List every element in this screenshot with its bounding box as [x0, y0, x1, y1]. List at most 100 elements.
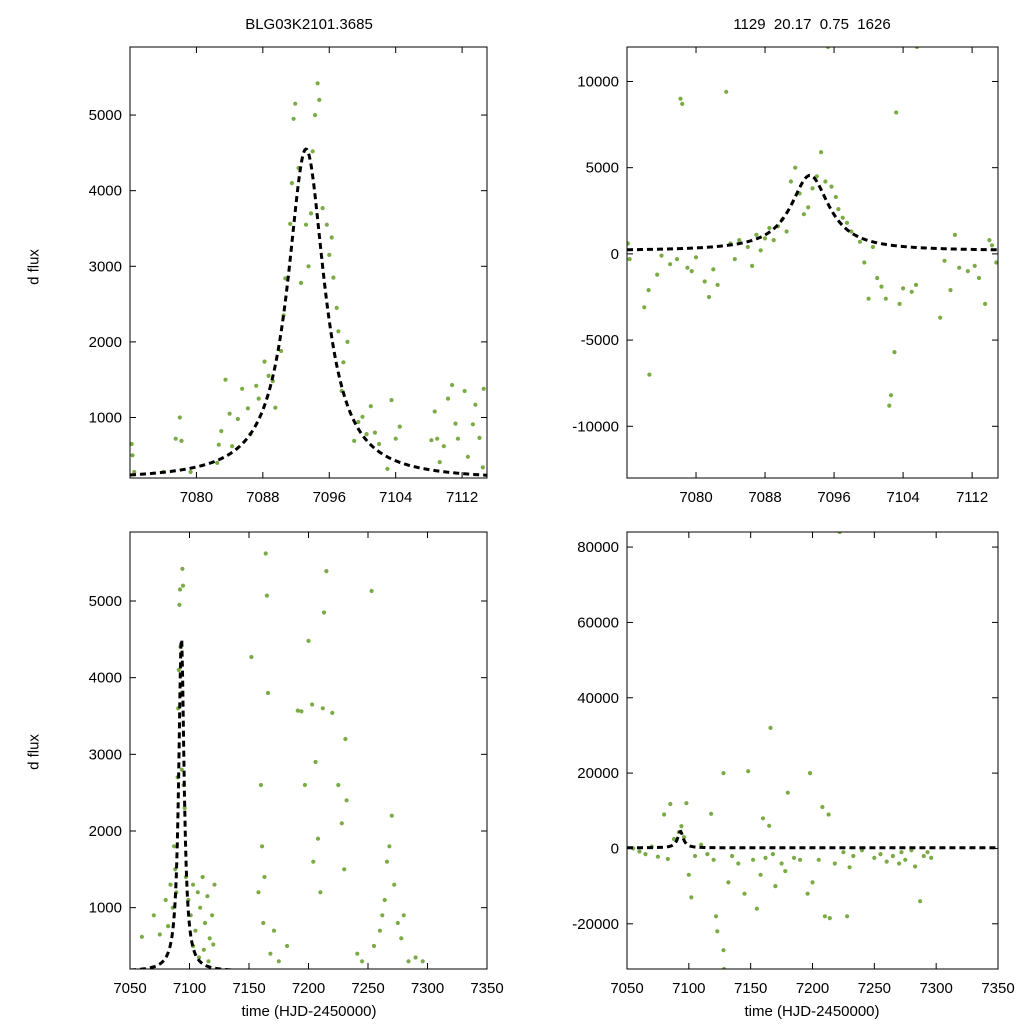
data-point: [793, 165, 798, 170]
x-tick-label: 7096: [313, 489, 346, 506]
data-point: [481, 386, 486, 391]
x-tick-label: 7050: [610, 980, 643, 997]
data-point: [360, 414, 365, 419]
data-point: [313, 113, 318, 118]
panel-top-left: 1000 2000 3000 4000 5000 7080 7088 7096 7104 7112: [89, 46, 488, 506]
data-point: [888, 393, 894, 398]
data-point: [711, 267, 716, 272]
data-point: [235, 416, 240, 422]
x-tick-label: 7050: [113, 980, 146, 997]
data-point: [779, 861, 784, 866]
data-point: [671, 836, 677, 842]
data-point: [773, 884, 778, 889]
data-point: [762, 236, 768, 241]
data-point: [276, 959, 281, 964]
data-point: [767, 823, 772, 828]
data-point: [313, 759, 318, 765]
left-title: BLG03K2101.3685: [245, 16, 373, 33]
data-point: [684, 801, 689, 806]
data-point: [929, 855, 934, 861]
data-point: [176, 667, 181, 673]
data-point: [758, 872, 763, 877]
data-point: [453, 421, 458, 426]
data-point: [627, 257, 632, 262]
y-tick-label: 80000: [577, 539, 619, 556]
data-point: [212, 882, 217, 887]
data-point: [336, 782, 341, 788]
data-point: [397, 424, 402, 429]
data-point: [768, 725, 773, 731]
data-point: [339, 821, 344, 826]
data-point: [857, 239, 863, 244]
data-point: [832, 861, 837, 866]
data-point: [223, 377, 228, 382]
data-point: [705, 852, 710, 857]
data-point: [372, 430, 377, 435]
data-point: [179, 438, 184, 443]
data-point: [266, 373, 271, 378]
data-point: [157, 932, 162, 937]
x-tick-label: 7100: [173, 980, 206, 997]
data-point: [642, 305, 647, 310]
y-tick-label: 2000: [89, 334, 122, 351]
x-axis-label-right: time (HJD-2450000): [744, 1003, 880, 1020]
data-point: [445, 396, 451, 401]
data-point: [837, 532, 842, 535]
data-point: [810, 186, 815, 191]
data-point: [746, 769, 751, 774]
data-point: [254, 383, 259, 388]
y-tick-label: 3000: [89, 258, 122, 275]
data-point: [329, 235, 334, 240]
data-point: [760, 816, 766, 821]
data-point: [265, 690, 271, 696]
data-point: [306, 638, 311, 644]
y-tick-label: 1000: [89, 410, 122, 427]
data-point: [788, 179, 794, 184]
data-point: [355, 951, 360, 956]
data-point: [211, 942, 216, 947]
data-point: [163, 897, 168, 903]
data-point: [637, 849, 642, 854]
data-point: [420, 959, 425, 964]
data-point: [295, 708, 300, 713]
data-point: [283, 276, 288, 281]
data-point: [976, 275, 982, 281]
y-tick-label: 0: [611, 840, 619, 857]
data-point: [884, 859, 889, 864]
data-point: [385, 466, 390, 471]
data-point: [441, 444, 446, 449]
data-point: [783, 869, 788, 874]
x-tick-label: 7112: [446, 489, 478, 506]
data-point: [679, 824, 684, 829]
data-point: [833, 194, 838, 200]
data-point: [829, 184, 834, 189]
data-point: [680, 101, 685, 106]
data-point: [171, 844, 177, 849]
x-tick-label: 7080: [180, 489, 213, 506]
data-point: [195, 890, 200, 895]
data-point: [369, 588, 374, 594]
data-point: [674, 257, 680, 262]
data-point: [289, 181, 294, 186]
data-point: [288, 221, 293, 226]
data-point: [807, 771, 813, 776]
data-point: [249, 654, 254, 660]
y-tick-label: 5000: [586, 160, 619, 177]
data-point: [918, 899, 923, 904]
data-point: [330, 710, 335, 716]
data-point: [699, 842, 704, 847]
data-point: [130, 441, 134, 447]
data-point: [258, 782, 263, 788]
x-tick-label: 7112: [956, 489, 988, 506]
data-point: [298, 280, 304, 285]
data-point: [750, 263, 755, 268]
data-point: [399, 936, 404, 941]
data-point: [921, 853, 926, 859]
x-tick-label: 7088: [748, 489, 781, 506]
y-tick-label: 0: [611, 246, 619, 263]
data-point: [814, 174, 819, 179]
x-tick-label: 7100: [672, 980, 705, 997]
data-point: [816, 857, 821, 862]
data-point: [262, 874, 267, 880]
data-point: [389, 813, 394, 818]
